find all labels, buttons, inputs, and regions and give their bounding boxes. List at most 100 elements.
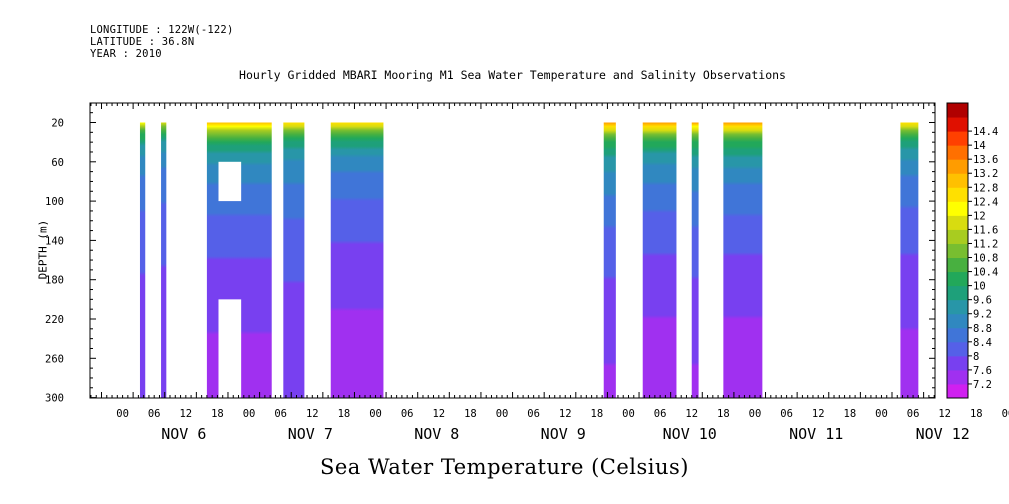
colorbar-label: 7.6 [973,365,992,377]
colorbar-label: 7.2 [973,379,992,391]
colorbar-label: 11.2 [973,238,998,250]
colorbar-swatch [947,285,968,301]
colorbar-frame [946,102,969,399]
x-day-label: NOV 12 [916,425,970,443]
x-day-label: NOV 8 [414,425,459,443]
x-tick-label: 18 [717,408,730,420]
latitude-label: LATITUDE : 36.8N [90,36,195,48]
colorbar-label: 8.8 [973,323,992,335]
data-segment [139,122,146,398]
y-tick-label: 180 [45,275,64,287]
x-tick-label: 18 [338,408,351,420]
y-tick-label: 140 [45,235,64,247]
x-tick-label: 06 [401,408,414,420]
x-tick-label: 12 [938,408,951,420]
colorbar-swatch [947,383,968,399]
x-tick-label: 06 [274,408,287,420]
x-tick-label: 06 [148,408,161,420]
colorbar-label: 14.4 [973,126,998,138]
colorbar-label: 9.2 [973,309,992,321]
x-tick-label: 18 [211,408,224,420]
x-tick-label: 06 [907,408,920,420]
colorbar-label: 10.8 [973,253,998,265]
x-tick-label: 18 [970,408,983,420]
data-segment [723,122,763,398]
x-tick-label: 00 [749,408,762,420]
data-segment [283,122,305,398]
data-segment [691,122,699,398]
x-tick-label: 00 [369,408,382,420]
data-segment [161,122,167,398]
colorbar-swatch [947,327,968,343]
x-tick-label: 00 [243,408,256,420]
chart-title: Hourly Gridded MBARI Mooring M1 Sea Wate… [239,68,786,82]
y-tick-label: 300 [45,393,64,405]
x-tick-label: 18 [464,408,477,420]
colorbar-swatch [947,173,968,188]
data-segment [900,122,919,398]
colorbar-swatch [947,201,968,216]
colorbar-swatch [947,341,968,357]
data-segment [330,122,384,398]
data-segment [642,122,677,398]
x-day-label: NOV 11 [789,425,843,443]
y-tick-label: 100 [45,196,64,208]
x-tick-label: 18 [844,408,857,420]
x-tick-label: 06 [527,408,540,420]
colorbar-swatch [947,313,968,329]
colorbar-swatch [947,117,968,132]
colorbar-swatch [947,187,968,202]
y-tick-label: 260 [45,353,64,365]
x-tick-label: 12 [559,408,572,420]
colorbar-swatch [947,271,968,287]
colorbar-label: 10 [973,281,986,293]
x-day-label: NOV 10 [663,425,717,443]
colorbar-label: 14 [973,140,986,152]
x-tick-label: 00 [1002,408,1009,420]
colorbar-label: 12.8 [973,182,998,194]
colorbar-swatch [947,145,968,160]
colorbar-label: 12 [973,210,986,222]
x-tick-label: 06 [780,408,793,420]
x-tick-label: 00 [622,408,635,420]
colorbar-swatch [947,369,968,385]
y-tick-label: 220 [45,314,64,326]
colorbar-label: 10.4 [973,267,998,279]
colorbar-swatch [947,243,968,259]
x-day-label: NOV 9 [541,425,586,443]
y-tick-label: 20 [51,118,64,130]
colorbar-label: 12.4 [973,196,998,208]
x-tick-label: 12 [179,408,192,420]
colorbar-label: 8.4 [973,337,992,349]
colorbar-swatch [947,159,968,174]
x-tick-label: 00 [875,408,888,420]
x-tick-label: 00 [116,408,129,420]
chart-caption: Sea Water Temperature (Celsius) [319,455,689,479]
colorbar-label: 13.6 [973,154,998,166]
x-day-label: NOV 6 [161,425,206,443]
y-tick-label: 60 [51,157,64,169]
colorbar-swatch [947,229,968,244]
x-tick-label: 06 [654,408,667,420]
x-tick-label: 00 [496,408,509,420]
missing-data-gap [218,161,242,202]
x-day-label: NOV 7 [288,425,333,443]
colorbar-swatch [947,257,968,273]
x-tick-label: 18 [591,408,604,420]
colorbar-swatch [947,299,968,315]
colorbar-swatch [947,131,968,146]
x-tick-label: 12 [432,408,445,420]
x-tick-label: 12 [812,408,825,420]
colorbar-label: 9.6 [973,295,992,307]
colorbar-label: 11.6 [973,224,998,236]
longitude-label: LONGITUDE : 122W(-122) [90,24,234,36]
colorbar-swatch [947,355,968,371]
x-tick-label: 12 [306,408,319,420]
x-tick-label: 12 [685,408,698,420]
year-label: YEAR : 2010 [90,48,162,60]
missing-data-gap [218,299,242,398]
colorbar-swatch [947,215,968,230]
data-segment [603,122,616,398]
colorbar-label: 8 [973,351,979,363]
